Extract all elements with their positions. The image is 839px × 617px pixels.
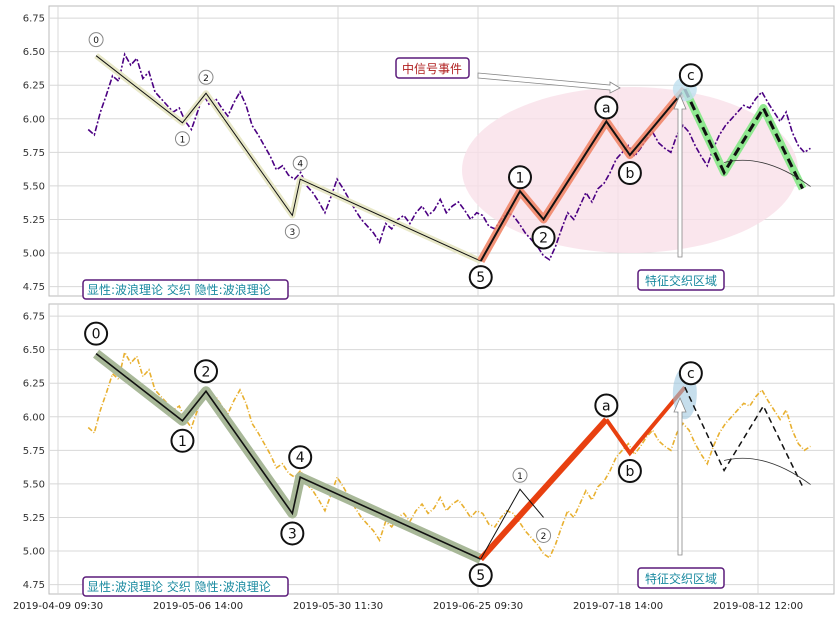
zone-label: 特征交织区域 [645, 571, 717, 586]
wave-b-label-2-ring [536, 527, 552, 543]
signal-label: 中信号事件 [402, 61, 462, 76]
y-tick-label: 4.75 [23, 580, 45, 591]
wave-label-3-ring [284, 223, 300, 239]
legend-text: 显性:波浪理论 交织 隐性:波浪理论 [87, 579, 271, 594]
y-tick-label: 5.75 [23, 446, 45, 457]
y-tick-label: 6.50 [23, 345, 45, 356]
wave-label-4-ring [292, 155, 308, 171]
wave-label-3-text: 3 [288, 526, 297, 542]
wave-label-2-text: 2 [202, 364, 211, 380]
y-tick-label: 6.50 [23, 47, 45, 58]
zone-label-box [637, 567, 725, 589]
wave-b-label-1-text: 1 [517, 472, 523, 482]
wave-b-label-c-ring [678, 361, 703, 386]
wave-label-0-text: 0 [93, 36, 99, 46]
wave-label-4-text: 4 [296, 450, 305, 466]
wave-label-0-text: 0 [92, 327, 101, 343]
wave-label-1-text: 1 [180, 135, 186, 145]
wave-b-label-a-text: a [602, 398, 611, 414]
legend-box [82, 279, 289, 300]
wave-label-3-text: 3 [289, 228, 295, 238]
x-tick-label: 2019-04-09 09:30 [13, 601, 103, 612]
wave-b-label-a-ring [594, 393, 619, 418]
wave-label-4-text: 4 [297, 160, 303, 170]
legend-text: 显性:波浪理论 交织 隐性:波浪理论 [87, 282, 271, 297]
wave-label-4-ring [288, 445, 313, 470]
wave-label-2-text: 2 [203, 74, 209, 84]
zone-label: 特征交织区域 [645, 273, 717, 288]
y-tick-label: 6.00 [23, 412, 45, 423]
x-tick-label: 2019-07-18 14:00 [573, 601, 663, 612]
signal-label-box [395, 57, 470, 79]
wave-b-label-b-text: b [625, 464, 634, 480]
wave-label-1-ring [174, 131, 190, 147]
y-tick-label: 6.75 [23, 312, 45, 323]
projection-curve [724, 457, 811, 485]
y-tick-label: 5.50 [23, 479, 45, 490]
zone-label-box [637, 269, 725, 291]
legend-box [82, 576, 289, 597]
wave-label-0-ring [84, 321, 109, 346]
wave-b-impulse [478, 417, 609, 562]
x-tick-label: 2019-05-06 14:00 [153, 601, 243, 612]
x-tick-label: 2019-08-12 12:00 [713, 601, 803, 612]
price-series-line [87, 52, 811, 261]
wave-b-label-1-ring [512, 467, 528, 483]
projection-curve [724, 159, 811, 187]
y-tick-label: 5.25 [23, 215, 45, 226]
wave-label-1-ring [170, 428, 195, 453]
wave-line [95, 55, 481, 262]
wave-label-5-ring [468, 563, 493, 588]
plot-frame-1 [48, 303, 835, 595]
wave-label-5-ring [468, 265, 493, 290]
wave-label-5-text: 5 [476, 568, 485, 584]
wave-b-line [479, 88, 686, 262]
wave-b-label-b-ring [617, 459, 642, 484]
wave-label-3-ring [280, 521, 305, 546]
wave-label-5-text: 5 [476, 270, 485, 286]
wave-b-label-1-ring [508, 165, 532, 190]
wave-b-tail [604, 385, 687, 457]
wave-b-label-2-text: 2 [541, 532, 547, 542]
wave-b-label-c-ring [678, 63, 703, 88]
wave-b-label-2-text: 2 [539, 230, 548, 246]
wave-b-minor [480, 488, 544, 560]
y-tick-label: 5.75 [23, 148, 45, 159]
forecast-line [683, 88, 804, 190]
wave-line [95, 353, 482, 560]
forecast-line [684, 386, 804, 487]
y-tick-label: 5.25 [23, 513, 45, 524]
y-tick-label: 6.00 [23, 114, 45, 125]
x-tick-label: 2019-05-30 11:30 [293, 601, 383, 612]
y-tick-label: 5.50 [23, 181, 45, 192]
wave-b-label-c-text: c [687, 366, 695, 382]
wave-b-label-a-ring [594, 95, 619, 120]
wave-b-label-1-text: 1 [516, 170, 525, 186]
wave-label-2-ring [194, 359, 218, 384]
zone-arrow [673, 93, 687, 258]
y-tick-label: 6.25 [23, 379, 45, 390]
y-tick-label: 4.75 [23, 282, 45, 293]
wave-label-1-text: 1 [178, 434, 187, 450]
wave-b-label-b-text: b [625, 166, 634, 182]
wave-b-label-a-text: a [602, 100, 611, 116]
y-tick-label: 6.25 [23, 81, 45, 92]
wave-label-0-ring [88, 32, 104, 48]
y-tick-label: 5.00 [23, 547, 45, 558]
wave-b-label-b-ring [617, 161, 642, 186]
wave-b-label-2-ring [531, 225, 556, 250]
zone-arrow [673, 396, 687, 556]
signal-arrow [477, 72, 621, 94]
wave-b-label-c-text: c [687, 68, 695, 84]
y-tick-label: 5.00 [23, 249, 45, 260]
wave-label-2-ring [198, 69, 214, 85]
x-tick-label: 2019-06-25 09:30 [433, 601, 523, 612]
y-tick-label: 6.75 [23, 14, 45, 25]
